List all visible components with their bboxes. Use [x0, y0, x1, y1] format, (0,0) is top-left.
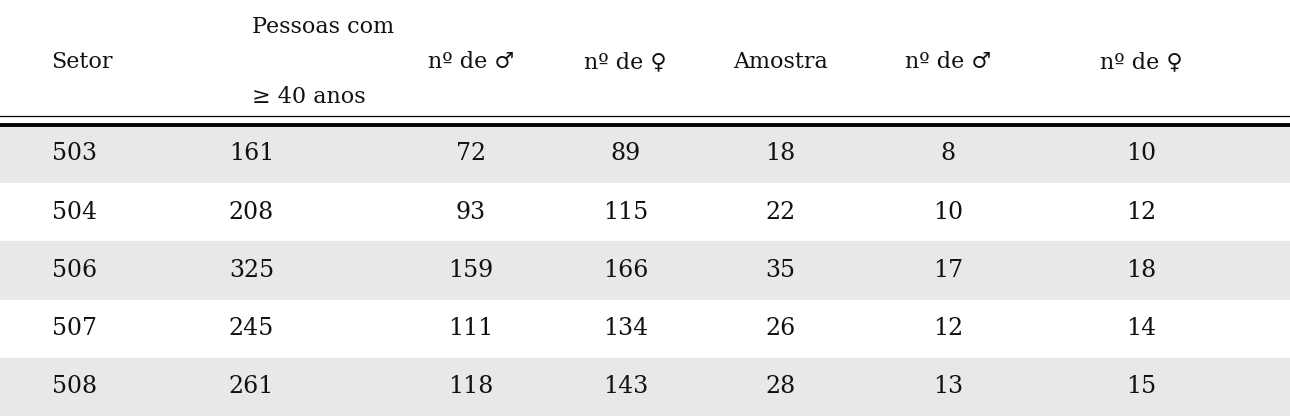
Text: 8: 8	[940, 142, 956, 166]
Bar	[0, 241, 1290, 300]
Text: nº de ♀: nº de ♀	[1100, 52, 1183, 73]
Text: 72: 72	[455, 142, 486, 166]
Text: 507: 507	[52, 317, 97, 340]
Text: 10: 10	[933, 201, 964, 224]
Text: 35: 35	[765, 259, 796, 282]
Text: 10: 10	[1126, 142, 1157, 166]
Text: 143: 143	[602, 375, 649, 399]
Text: 28: 28	[765, 375, 796, 399]
Text: 18: 18	[1126, 259, 1157, 282]
Text: 245: 245	[228, 317, 275, 340]
Text: 15: 15	[1126, 375, 1157, 399]
Text: 12: 12	[1126, 201, 1157, 224]
Text: nº de ♂: nº de ♂	[428, 52, 513, 73]
Bar	[0, 183, 1290, 241]
Text: Setor: Setor	[52, 52, 114, 73]
Text: 503: 503	[52, 142, 97, 166]
Text: 111: 111	[448, 317, 494, 340]
Bar	[0, 300, 1290, 358]
Text: 159: 159	[448, 259, 494, 282]
Bar	[0, 0, 1290, 125]
Text: 261: 261	[228, 375, 275, 399]
Text: 208: 208	[228, 201, 275, 224]
Text: 115: 115	[602, 201, 649, 224]
Bar	[0, 125, 1290, 183]
Text: 134: 134	[602, 317, 649, 340]
Text: 89: 89	[610, 142, 641, 166]
Text: 325: 325	[230, 259, 273, 282]
Text: 93: 93	[455, 201, 486, 224]
Text: 504: 504	[52, 201, 97, 224]
Text: 508: 508	[52, 375, 97, 399]
Bar	[0, 358, 1290, 416]
Text: 12: 12	[933, 317, 964, 340]
Text: 13: 13	[933, 375, 964, 399]
Text: ≥ 40 anos: ≥ 40 anos	[252, 87, 365, 108]
Text: 118: 118	[448, 375, 494, 399]
Text: nº de ♀: nº de ♀	[584, 52, 667, 73]
Text: 14: 14	[1126, 317, 1157, 340]
Text: 506: 506	[52, 259, 97, 282]
Text: 26: 26	[765, 317, 796, 340]
Text: 166: 166	[602, 259, 649, 282]
Text: Amostra: Amostra	[733, 52, 828, 73]
Text: nº de ♂: nº de ♂	[906, 52, 991, 73]
Text: 22: 22	[765, 201, 796, 224]
Text: 161: 161	[228, 142, 275, 166]
Text: 18: 18	[765, 142, 796, 166]
Text: 17: 17	[933, 259, 964, 282]
Text: Pessoas com: Pessoas com	[252, 17, 393, 38]
